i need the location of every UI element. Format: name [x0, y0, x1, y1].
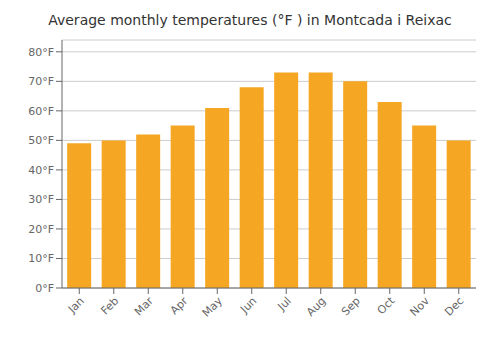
- svg-text:May: May: [200, 294, 226, 320]
- svg-text:40°F: 40°F: [28, 164, 54, 177]
- svg-text:Oct: Oct: [375, 294, 398, 317]
- svg-text:Jan: Jan: [65, 294, 87, 316]
- svg-text:70°F: 70°F: [28, 75, 54, 88]
- svg-text:Jun: Jun: [237, 294, 259, 316]
- svg-text:20°F: 20°F: [28, 223, 54, 236]
- svg-text:80°F: 80°F: [28, 46, 54, 59]
- svg-text:30°F: 30°F: [28, 193, 54, 206]
- svg-text:Aug: Aug: [304, 294, 328, 318]
- svg-text:Apr: Apr: [168, 294, 191, 317]
- svg-text:Dec: Dec: [442, 294, 466, 318]
- svg-text:50°F: 50°F: [28, 134, 54, 147]
- svg-text:Sep: Sep: [339, 294, 363, 318]
- html-text:Average monthly temperatures (: Average monthly temperatures (°F ) in Mo…: [48, 12, 452, 28]
- svg-text:Jul: Jul: [275, 294, 294, 313]
- svg-text:Feb: Feb: [98, 294, 121, 317]
- svg-text:60°F: 60°F: [28, 105, 54, 118]
- svg-text:Mar: Mar: [132, 294, 156, 318]
- svg-text:Nov: Nov: [408, 294, 433, 319]
- svg-text:10°F: 10°F: [28, 252, 54, 265]
- svg-text:0°F: 0°F: [35, 282, 54, 295]
